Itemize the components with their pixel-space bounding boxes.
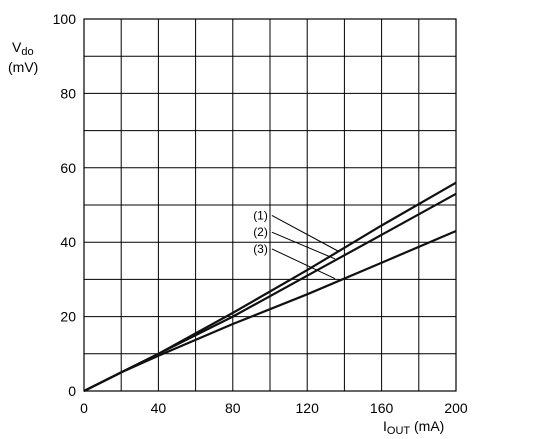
series-annotation-label-2: (2) — [253, 225, 268, 239]
series-annotation-label-3: (3) — [253, 242, 268, 256]
x-axis-label-unit: (mA) — [410, 418, 444, 434]
y-tick-label: 0 — [68, 383, 76, 399]
x-tick-label: 80 — [225, 400, 241, 416]
x-axis-label-sub: OUT — [387, 425, 411, 437]
x-axis-label-main: I — [383, 418, 387, 434]
grid — [84, 19, 456, 391]
y-axis-label-main: V — [12, 39, 22, 55]
y-tick-label: 20 — [60, 309, 76, 325]
series-line-3 — [83, 229, 457, 392]
y-tick-label: 100 — [53, 11, 77, 27]
y-axis-unit: (mV) — [8, 59, 38, 75]
y-axis-label: Vdo — [12, 39, 34, 58]
x-tick-label: 200 — [444, 400, 468, 416]
series-annotations: (1) (2) (3) — [253, 208, 340, 280]
x-tick-label: 120 — [296, 400, 320, 416]
x-tick-label: 0 — [80, 400, 88, 416]
series-annotation-label-1: (1) — [253, 208, 268, 222]
series-lines — [83, 181, 457, 392]
y-tick-label: 40 — [60, 234, 76, 250]
plot-frame — [83, 18, 457, 392]
x-axis-label: IOUT (mA) — [383, 418, 444, 437]
y-tick-labels: 0 20 40 60 80 100 — [53, 11, 77, 399]
series-annotation-leader-1 — [271, 214, 340, 252]
x-tick-label: 40 — [151, 400, 167, 416]
y-axis-label-sub: do — [21, 46, 33, 58]
y-tick-label: 80 — [60, 85, 76, 101]
x-tick-label: 160 — [370, 400, 394, 416]
y-tick-label: 60 — [60, 160, 76, 176]
series-annotation-leader-2 — [271, 231, 336, 260]
x-tick-labels: 0 40 80 120 160 200 — [80, 400, 468, 416]
series-annotation-leader-3 — [271, 248, 336, 280]
